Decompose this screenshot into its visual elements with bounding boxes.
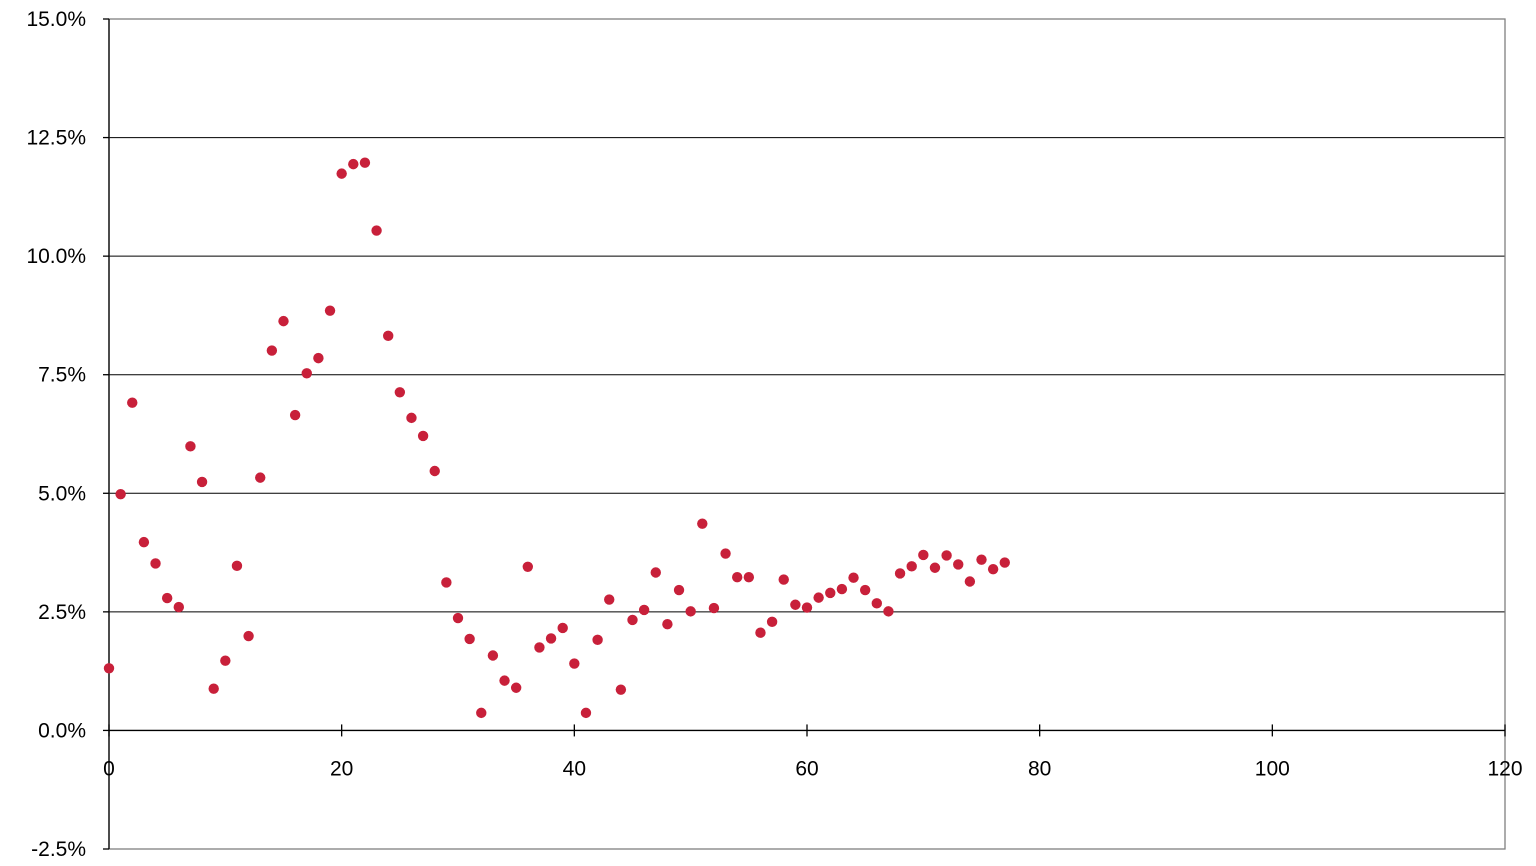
data-point	[918, 549, 929, 561]
data-point	[522, 561, 533, 572]
data-point	[545, 633, 557, 644]
data-point	[150, 558, 161, 569]
data-point	[115, 489, 126, 500]
data-point	[103, 663, 115, 674]
data-point	[359, 157, 371, 168]
data-point	[685, 606, 696, 617]
data-point	[697, 518, 708, 529]
x-tick-label: 0	[103, 757, 115, 780]
data-point	[243, 630, 254, 642]
data-point	[825, 587, 836, 599]
y-tick-label: 12.5%	[26, 127, 86, 150]
data-point	[220, 655, 231, 666]
data-point	[929, 562, 941, 573]
data-point	[510, 682, 522, 693]
y-tick-label: 0.0%	[38, 719, 86, 742]
data-point	[766, 616, 778, 628]
data-point	[871, 598, 882, 609]
x-tick-label: 60	[795, 757, 818, 780]
data-point	[464, 633, 475, 645]
data-point	[371, 225, 382, 236]
data-point	[278, 315, 289, 327]
y-tick-label: 7.5%	[38, 364, 86, 387]
y-tick-label: 10.0%	[26, 245, 86, 268]
data-point	[476, 707, 487, 719]
data-point	[662, 618, 673, 630]
data-point	[987, 563, 999, 575]
data-point	[592, 634, 603, 646]
data-point	[348, 158, 359, 170]
data-point	[231, 560, 243, 572]
y-tick-label: 2.5%	[38, 601, 86, 624]
data-point	[743, 572, 755, 583]
data-point	[266, 345, 278, 356]
data-point	[452, 612, 464, 624]
data-point	[569, 658, 580, 669]
data-point	[383, 330, 394, 342]
data-point	[604, 594, 615, 605]
data-point	[580, 707, 592, 719]
x-tick-label: 40	[563, 757, 586, 780]
data-point	[953, 559, 964, 570]
data-point	[557, 622, 568, 634]
data-point	[801, 602, 813, 613]
y-tick-label: 15.0%	[26, 8, 86, 31]
data-point	[883, 606, 894, 617]
data-point	[185, 441, 196, 452]
data-point	[301, 368, 312, 379]
data-point	[406, 412, 417, 424]
data-point	[429, 465, 440, 477]
data-point	[161, 592, 173, 604]
data-point	[499, 675, 510, 686]
data-point	[417, 430, 429, 442]
data-point	[394, 387, 406, 398]
data-point	[673, 584, 685, 596]
data-point	[894, 568, 906, 579]
data-point	[441, 577, 452, 588]
data-point	[650, 567, 661, 578]
data-point	[534, 642, 545, 653]
data-point	[255, 472, 266, 483]
data-point	[313, 352, 324, 364]
data-point	[627, 614, 638, 626]
data-point	[487, 650, 499, 661]
data-point	[638, 604, 650, 616]
data-point	[790, 599, 801, 610]
x-tick-label: 100	[1255, 757, 1290, 780]
data-point	[720, 548, 731, 559]
y-tick-label: -2.5%	[31, 838, 86, 861]
data-point	[138, 536, 150, 548]
data-point	[813, 592, 824, 603]
data-point	[859, 584, 871, 596]
data-point	[336, 168, 347, 179]
data-point	[999, 557, 1010, 568]
data-point	[208, 683, 219, 694]
data-point	[173, 601, 184, 613]
data-point	[778, 574, 789, 585]
data-point	[906, 561, 917, 572]
data-points	[103, 157, 1010, 719]
data-point	[324, 305, 336, 316]
data-point	[732, 572, 743, 583]
data-point	[976, 554, 987, 565]
x-tick-label: 120	[1487, 757, 1522, 780]
x-axis-ticks: 0 20 40 60 80 100 120	[103, 724, 1523, 780]
data-point	[196, 476, 208, 488]
y-axis-ticks: -2.5% 0.0% 2.5% 5.0% 7.5% 10.0% 12.5% 15.0%	[26, 8, 109, 861]
data-point	[615, 684, 627, 695]
data-point	[127, 397, 138, 408]
x-tick-label: 20	[330, 757, 353, 780]
data-point	[964, 576, 976, 587]
data-point	[836, 583, 848, 595]
data-point	[848, 572, 859, 583]
x-tick-label: 80	[1028, 757, 1051, 780]
data-point	[941, 550, 952, 561]
y-tick-label: 5.0%	[38, 482, 86, 505]
data-point	[755, 627, 766, 638]
data-point	[708, 602, 720, 614]
data-point	[289, 409, 301, 421]
